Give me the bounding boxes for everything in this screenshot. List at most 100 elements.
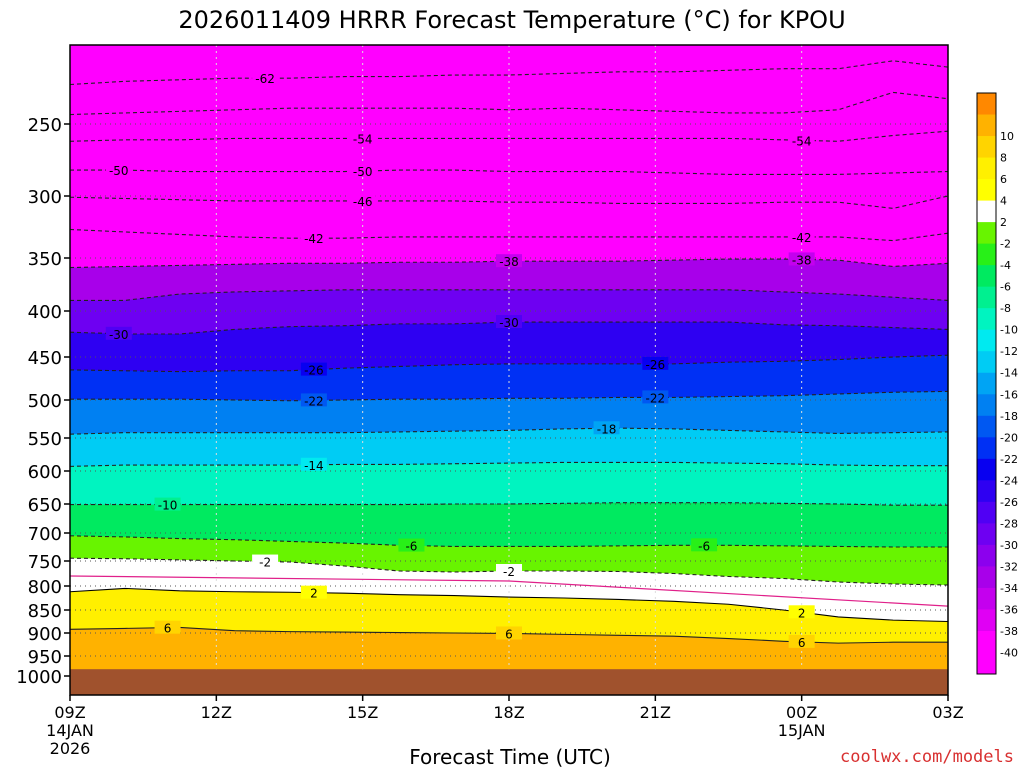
colorbar-swatch bbox=[977, 437, 996, 460]
colorbar-swatch bbox=[977, 609, 996, 632]
isotherm-label: 6 bbox=[798, 636, 806, 650]
isotherm-label-bg bbox=[496, 626, 522, 640]
y-tick-label: 450 bbox=[28, 348, 62, 369]
isotherm--26 bbox=[70, 354, 948, 373]
isotherm-label-bg bbox=[691, 538, 718, 552]
isotherm-label: -14 bbox=[304, 459, 324, 473]
isotherm-label: -50 bbox=[353, 165, 373, 179]
x-axis-label: Forecast Time (UTC) bbox=[409, 745, 611, 768]
colorbar-swatch bbox=[977, 222, 996, 245]
colorbar-label: -8 bbox=[1000, 302, 1011, 315]
colorbar-label: -34 bbox=[1000, 582, 1018, 595]
isotherm-label-bg bbox=[349, 193, 376, 207]
y-tick-label: 650 bbox=[28, 495, 62, 516]
colorbar-label: 4 bbox=[1000, 195, 1007, 208]
y-tick-label: 250 bbox=[28, 115, 62, 136]
isotherm-label-bg bbox=[496, 315, 522, 329]
x-tick-label: 00Z bbox=[786, 703, 817, 722]
isotherm-label: -2 bbox=[503, 565, 515, 579]
y-tick-label: 750 bbox=[28, 552, 62, 573]
isotherm--62 bbox=[70, 60, 948, 86]
isotherm-label-bg bbox=[398, 538, 425, 552]
isotherm-label-bg bbox=[300, 457, 327, 471]
colorbar-swatch bbox=[977, 308, 996, 331]
colorbar-label: -24 bbox=[1000, 474, 1018, 487]
isotherm-label-bg bbox=[154, 620, 181, 634]
credit-text: coolwx.com/models bbox=[840, 747, 1014, 767]
isotherm-label: -46 bbox=[353, 195, 373, 209]
isotherm-label-bg bbox=[788, 605, 815, 619]
colorbar-label: -36 bbox=[1000, 603, 1018, 616]
colorbar-label: -12 bbox=[1000, 345, 1018, 358]
colorbar-label: 2 bbox=[1000, 216, 1007, 229]
x-tick-date: 15JAN bbox=[778, 721, 826, 740]
isotherm-label-bg bbox=[349, 164, 376, 178]
y-tick-label: 500 bbox=[28, 391, 62, 412]
isotherm-label: -42 bbox=[792, 231, 812, 245]
colorbar-label: -32 bbox=[1000, 560, 1018, 573]
isotherm-label: -22 bbox=[646, 391, 666, 405]
isotherm-label: -6 bbox=[405, 540, 417, 554]
y-tick-label: 550 bbox=[28, 429, 62, 450]
isotherm--18 bbox=[70, 427, 948, 435]
colorbar-label: -28 bbox=[1000, 517, 1018, 530]
colorbar-label: -16 bbox=[1000, 388, 1018, 401]
isotherm--46 bbox=[70, 195, 948, 209]
y-tick-label: 400 bbox=[28, 302, 62, 323]
colorbar-swatch bbox=[977, 523, 996, 546]
isotherm--22 bbox=[70, 390, 948, 402]
isotherm-label: 6 bbox=[164, 622, 172, 636]
isotherm-label: -10 bbox=[158, 499, 178, 513]
x-tick-label: 18Z bbox=[493, 703, 524, 722]
colorbar-frame bbox=[976, 92, 997, 675]
y-tick-label: 700 bbox=[28, 524, 62, 545]
colorbar-label: -22 bbox=[1000, 453, 1018, 466]
colorbar-swatch bbox=[977, 179, 996, 202]
colorbar-swatch bbox=[977, 480, 996, 503]
isotherm--10 bbox=[70, 502, 948, 506]
isotherm-label-bg bbox=[496, 564, 522, 577]
colorbar-swatch bbox=[977, 351, 996, 374]
y-tick-label: 600 bbox=[28, 462, 62, 483]
colorbar-label: -20 bbox=[1000, 431, 1018, 444]
y-tick-label: 300 bbox=[28, 187, 62, 208]
colorbar-swatch bbox=[977, 652, 996, 675]
colorbar-label: -4 bbox=[1000, 259, 1011, 272]
colorbar-swatch bbox=[977, 286, 996, 309]
isotherm-label-bg bbox=[788, 252, 815, 266]
isotherm-label: -26 bbox=[646, 358, 666, 372]
isotherm-label: -38 bbox=[792, 253, 812, 267]
isotherm-label: -6 bbox=[698, 539, 710, 553]
isotherm--50 bbox=[70, 169, 948, 175]
colorbar-swatch bbox=[977, 93, 996, 116]
isotherm-label: -18 bbox=[597, 422, 617, 436]
colorbar-swatch bbox=[977, 587, 996, 610]
grid-lines bbox=[70, 45, 948, 695]
colorbar-swatch bbox=[977, 200, 996, 223]
y-tick-label: 800 bbox=[28, 577, 62, 598]
colorbar-label: -2 bbox=[1000, 238, 1011, 251]
x-tick-label: 15Z bbox=[347, 703, 378, 722]
colorbar-swatch bbox=[977, 566, 996, 589]
colorbar-swatch bbox=[977, 329, 996, 352]
colorbar-swatch bbox=[977, 114, 996, 137]
colorbar-label: -10 bbox=[1000, 324, 1018, 337]
colorbar-label: -26 bbox=[1000, 496, 1018, 509]
colorbar-swatch bbox=[977, 458, 996, 481]
isotherm-label-bg bbox=[105, 163, 132, 177]
isotherm-label-bg bbox=[300, 362, 327, 376]
x-tick-label: 12Z bbox=[201, 703, 232, 722]
colorbar-label: -18 bbox=[1000, 410, 1018, 423]
colorbar-swatch bbox=[977, 501, 996, 524]
colorbar-label: -30 bbox=[1000, 539, 1018, 552]
isotherm-label-bg bbox=[349, 131, 376, 145]
isotherm-label-bg bbox=[252, 71, 279, 85]
isotherm-label: 2 bbox=[310, 587, 318, 601]
x-tick-label: 21Z bbox=[640, 703, 671, 722]
isotherm-label: -26 bbox=[304, 364, 324, 378]
isotherm-label: -54 bbox=[353, 132, 373, 146]
isotherm-label-bg bbox=[788, 229, 815, 243]
isotherm-label-bg bbox=[642, 356, 669, 370]
isotherm-label: -38 bbox=[499, 255, 519, 269]
